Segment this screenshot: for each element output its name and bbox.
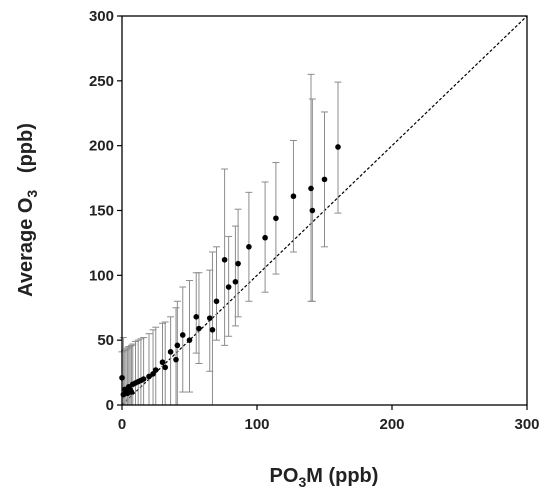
data-point	[209, 326, 216, 333]
data-point	[146, 373, 152, 380]
data-point	[246, 244, 252, 250]
y-axis-title: Average O3 (ppb)	[15, 123, 40, 297]
data-point	[179, 332, 186, 338]
data-point	[206, 315, 213, 321]
data-point	[213, 298, 220, 305]
data-point	[193, 314, 200, 320]
x-tick-label: 200	[379, 416, 404, 433]
y-tick-label: 50	[97, 332, 114, 349]
data-point	[152, 367, 159, 373]
data-point	[162, 364, 168, 371]
x-axis-title-subscript: 3	[298, 474, 306, 490]
error-bar-layer	[118, 73, 342, 405]
data-point	[309, 207, 316, 214]
data-point	[335, 144, 341, 150]
data-point	[225, 284, 232, 290]
data-point	[167, 349, 174, 355]
data-point	[232, 279, 239, 285]
data-point	[186, 337, 193, 343]
data-point	[321, 176, 328, 183]
data-point	[273, 215, 279, 222]
x-tick-layer: 0 100 200 300	[118, 405, 540, 433]
data-point	[290, 193, 297, 200]
data-point	[159, 359, 166, 366]
data-point-layer	[119, 144, 341, 398]
y-tick-label: 100	[89, 267, 114, 284]
y-tick-label: 150	[89, 203, 114, 220]
data-point	[173, 356, 179, 363]
data-point	[140, 376, 147, 382]
data-point	[308, 185, 314, 192]
data-point	[221, 256, 228, 263]
y-tick-label: 200	[89, 138, 114, 155]
x-tick-label: 300	[514, 416, 539, 433]
data-point	[235, 260, 241, 267]
y-tick-layer: 0 50 100 150 200 250 300	[89, 8, 122, 414]
data-point	[174, 342, 181, 349]
x-tick-label: 100	[244, 416, 269, 433]
x-axis-title: PO3M (ppb)	[270, 465, 379, 490]
data-point	[150, 371, 156, 377]
x-tick-label: 0	[118, 416, 126, 433]
y-axis-title-subscript: 3	[24, 190, 40, 198]
data-point	[196, 325, 202, 332]
data-point	[128, 389, 135, 395]
y-tick-label: 300	[89, 8, 114, 25]
data-point	[262, 234, 268, 241]
y-tick-label: 250	[89, 73, 114, 90]
y-tick-label: 0	[106, 397, 114, 414]
